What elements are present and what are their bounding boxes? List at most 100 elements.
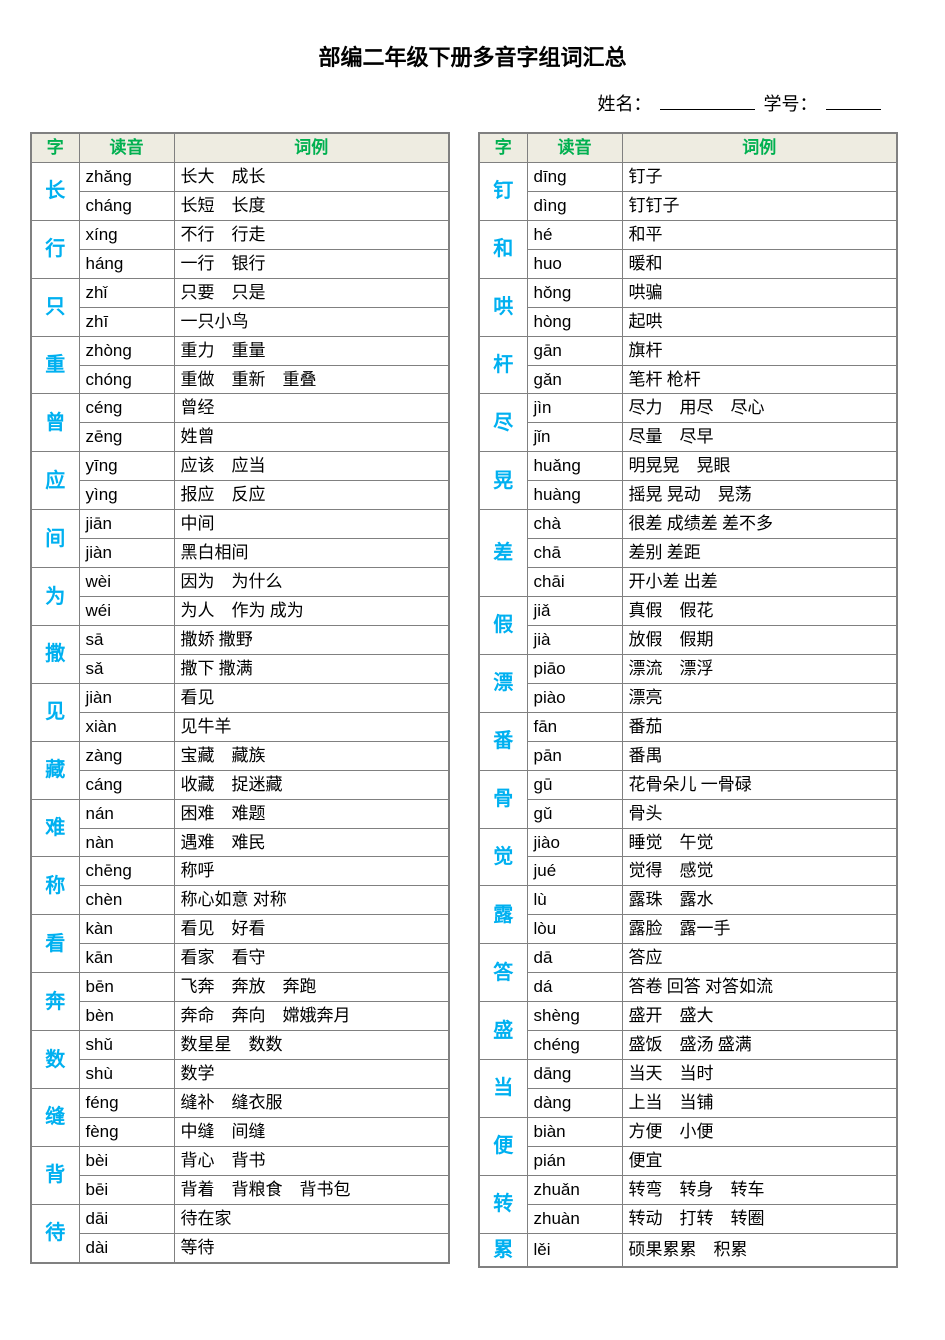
table-row: bēi背着 背粮食 背书包 [31, 1175, 449, 1204]
pinyin-cell: wéi [79, 597, 174, 626]
example-cell: 重做 重新 重叠 [174, 365, 449, 394]
pinyin-cell: chóng [79, 365, 174, 394]
example-cell: 番茄 [622, 712, 897, 741]
pinyin-cell: jià [527, 625, 622, 654]
pinyin-cell: shèng [527, 1002, 622, 1031]
table-row: 差chà很差 成绩差 差不多 [479, 510, 897, 539]
table-row: kān看家 看守 [31, 944, 449, 973]
pinyin-cell: dìng [527, 191, 622, 220]
table-row: 骨gū花骨朵儿 一骨碌 [479, 770, 897, 799]
pinyin-cell: dāi [79, 1204, 174, 1233]
table-row: 待dāi待在家 [31, 1204, 449, 1233]
example-cell: 一行 银行 [174, 249, 449, 278]
example-cell: 应该 应当 [174, 452, 449, 481]
pinyin-cell: gǔ [527, 799, 622, 828]
example-cell: 曾经 [174, 394, 449, 423]
pinyin-cell: dài [79, 1233, 174, 1262]
table-row: 藏zàng宝藏 藏族 [31, 741, 449, 770]
pinyin-cell: zēng [79, 423, 174, 452]
example-cell: 因为 为什么 [174, 568, 449, 597]
pinyin-cell: huàng [527, 481, 622, 510]
pinyin-cell: lěi [527, 1233, 622, 1267]
pinyin-cell: jiàn [79, 683, 174, 712]
example-cell: 盛饭 盛汤 盛满 [622, 1031, 897, 1060]
right-table: 字 读音 词例 钉dīng钉子dìng钉钉子和hé和平huo暖和哄hǒng哄骗h… [478, 132, 898, 1268]
char-cell: 觉 [479, 828, 527, 886]
pinyin-cell: shǔ [79, 1031, 174, 1060]
table-row: fèng中缝 间缝 [31, 1117, 449, 1146]
char-cell: 转 [479, 1175, 527, 1233]
char-cell: 难 [31, 799, 79, 857]
pinyin-cell: dàng [527, 1088, 622, 1117]
example-cell: 中缝 间缝 [174, 1117, 449, 1146]
pinyin-cell: sǎ [79, 654, 174, 683]
pinyin-cell: dā [527, 944, 622, 973]
char-cell: 晃 [479, 452, 527, 510]
table-row: 背bèi背心 背书 [31, 1146, 449, 1175]
example-cell: 收藏 捉迷藏 [174, 770, 449, 799]
pinyin-cell: fèng [79, 1117, 174, 1146]
pinyin-cell: jǐn [527, 423, 622, 452]
table-row: hòng起哄 [479, 307, 897, 336]
table-row: huo暖和 [479, 249, 897, 278]
example-cell: 数星星 数数 [174, 1031, 449, 1060]
pinyin-cell: lòu [527, 915, 622, 944]
example-cell: 钉子 [622, 162, 897, 191]
char-cell: 和 [479, 220, 527, 278]
table-row: jiàn黑白相间 [31, 539, 449, 568]
pinyin-cell: shù [79, 1060, 174, 1089]
char-cell: 差 [479, 510, 527, 597]
example-cell: 明晃晃 晃眼 [622, 452, 897, 481]
pinyin-cell: bèi [79, 1146, 174, 1175]
example-cell: 看家 看守 [174, 944, 449, 973]
table-row: cáng收藏 捉迷藏 [31, 770, 449, 799]
pinyin-cell: cáng [79, 770, 174, 799]
example-cell: 背心 背书 [174, 1146, 449, 1175]
pinyin-cell: jiào [527, 828, 622, 857]
pinyin-cell: dīng [527, 162, 622, 191]
id-label: 学号： [764, 94, 818, 114]
table-row: jǐn尽量 尽早 [479, 423, 897, 452]
table-row: 漂piāo漂流 漂浮 [479, 654, 897, 683]
table-row: 便biàn方便 小便 [479, 1117, 897, 1146]
table-row: 钉dīng钉子 [479, 162, 897, 191]
table-row: 只zhǐ只要 只是 [31, 278, 449, 307]
example-cell: 一只小鸟 [174, 307, 449, 336]
char-cell: 为 [31, 568, 79, 626]
table-row: 看kàn看见 好看 [31, 915, 449, 944]
table-header-row: 字 读音 词例 [479, 133, 897, 162]
char-cell: 尽 [479, 394, 527, 452]
pinyin-cell: háng [79, 249, 174, 278]
char-cell: 露 [479, 886, 527, 944]
example-cell: 露脸 露一手 [622, 915, 897, 944]
char-cell: 曾 [31, 394, 79, 452]
char-cell: 背 [31, 1146, 79, 1204]
example-cell: 待在家 [174, 1204, 449, 1233]
example-cell: 暖和 [622, 249, 897, 278]
table-row: 为wèi因为 为什么 [31, 568, 449, 597]
char-cell: 骨 [479, 770, 527, 828]
table-row: 觉jiào睡觉 午觉 [479, 828, 897, 857]
table-row: 长zhǎng长大 成长 [31, 162, 449, 191]
example-cell: 报应 反应 [174, 481, 449, 510]
table-row: zhuàn转动 打转 转圈 [479, 1204, 897, 1233]
pinyin-cell: xíng [79, 220, 174, 249]
example-cell: 便宜 [622, 1146, 897, 1175]
example-cell: 遇难 难民 [174, 828, 449, 857]
table-row: pān番禺 [479, 741, 897, 770]
table-row: 难nán困难 难题 [31, 799, 449, 828]
example-cell: 旗杆 [622, 336, 897, 365]
table-row: 撒sā撒娇 撒野 [31, 625, 449, 654]
table-row: lòu露脸 露一手 [479, 915, 897, 944]
pinyin-cell: chéng [527, 1031, 622, 1060]
pinyin-cell: bēi [79, 1175, 174, 1204]
table-row: háng一行 银行 [31, 249, 449, 278]
table-row: bèn奔命 奔向 嫦娥奔月 [31, 1002, 449, 1031]
table-row: 见jiàn看见 [31, 683, 449, 712]
page-title: 部编二年级下册多音字组词汇总 [30, 40, 915, 72]
example-cell: 奔命 奔向 嫦娥奔月 [174, 1002, 449, 1031]
example-cell: 见牛羊 [174, 712, 449, 741]
table-row: gǔ骨头 [479, 799, 897, 828]
pinyin-cell: huo [527, 249, 622, 278]
table-row: 奔bēn飞奔 奔放 奔跑 [31, 973, 449, 1002]
